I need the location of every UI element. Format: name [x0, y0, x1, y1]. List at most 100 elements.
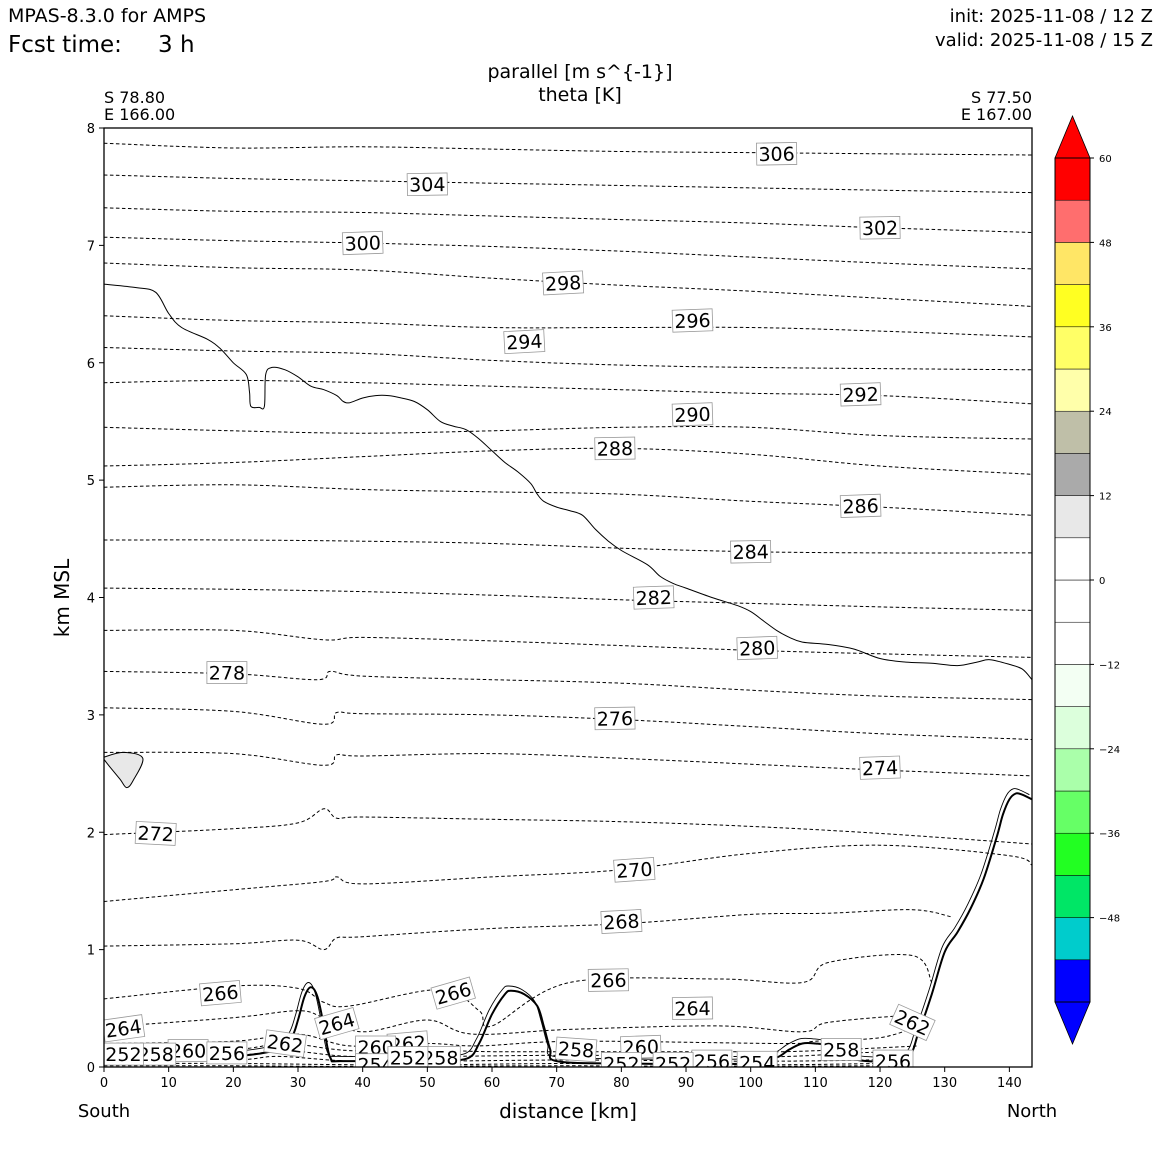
contour-label-text: 252 [603, 1054, 639, 1076]
x-tick-label: 80 [613, 1076, 630, 1091]
theta-contour-270 [104, 844, 1032, 902]
contour-label: 258 [419, 1046, 461, 1067]
left-lon: E 166.00 [104, 105, 175, 124]
contour-label-text: 266 [590, 970, 627, 993]
contour-label: 254 [355, 1053, 397, 1077]
colorbar: 60 48 36 24 12 0 −12 −24 −36 −48 [1054, 114, 1120, 1046]
north-label: North [1007, 1101, 1057, 1122]
theta-contour-276 [104, 707, 1032, 740]
colorbar-bin [1054, 832, 1091, 876]
colorbar-tick-label: 60 [1099, 154, 1112, 165]
contour-label: 306 [756, 142, 798, 166]
contour-label: 302 [859, 216, 901, 240]
x-tick-label: 130 [932, 1076, 957, 1091]
x-tick-label: 100 [738, 1076, 763, 1091]
x-tick-label: 140 [997, 1076, 1022, 1091]
valid-time: valid: 2025-11-08 / 15 Z [935, 30, 1153, 51]
right-lon: E 167.00 [961, 105, 1032, 124]
x-tick-label: 0 [100, 1076, 108, 1091]
contour-label-text: 282 [635, 587, 672, 610]
colorbar-bin [1054, 410, 1091, 454]
contour-label: 254 [736, 1050, 778, 1067]
contour-label: 252 [104, 1042, 144, 1066]
x-tick-label: 120 [868, 1076, 893, 1091]
theta-contour-296 [104, 315, 1032, 338]
contour-label-text: 260 [170, 1041, 206, 1063]
x-tick-label: 30 [290, 1076, 307, 1091]
contour-label: 266 [430, 976, 476, 1010]
theta-contour-292 [104, 379, 1032, 405]
x-tick-label: 110 [803, 1076, 828, 1091]
contour-label: 252 [387, 1046, 429, 1070]
contour-label-text: 288 [597, 438, 634, 461]
theta-contour-260 [104, 1042, 919, 1053]
theta-contour-256 [104, 1055, 906, 1063]
contour-label-text: 290 [674, 404, 711, 427]
contour-label: 294 [503, 329, 546, 355]
contour-label-text: 268 [603, 911, 640, 935]
theta-contour-272 [104, 808, 1032, 845]
contour-label: 304 [406, 172, 448, 197]
contour-label-text: 278 [209, 663, 245, 685]
plot-area: 306 304 302 300 298 296 294 292 290 288 286 284 282 2… [104, 142, 1032, 1077]
wind-layer [104, 283, 1032, 789]
contour-label-text: 300 [344, 232, 381, 255]
contour-label-text: 280 [739, 637, 776, 660]
contour-label: 270 [613, 857, 656, 883]
theta-contour-304 [104, 174, 1032, 194]
left-lat: S 78.80 [104, 88, 165, 107]
wind-zero-contour [104, 283, 1032, 681]
colorbar-bin [1054, 748, 1091, 792]
contour-label-text: 274 [862, 757, 899, 780]
contour-label-text: 266 [433, 978, 474, 1009]
contour-label: 258 [554, 1036, 598, 1063]
colorbar-bin [1054, 917, 1091, 961]
init-time: init: 2025-11-08 / 12 Z [950, 6, 1153, 27]
contour-label: 284 [730, 539, 772, 564]
theta-contour-280 [104, 629, 1032, 658]
contour-label-text: 256 [875, 1051, 911, 1073]
contour-label-text: 252 [390, 1048, 426, 1070]
colorbar-tick-label: 36 [1099, 323, 1112, 334]
colorbar-bin [1054, 284, 1091, 328]
right-lat: S 77.50 [971, 88, 1032, 107]
x-tick-label: 90 [678, 1076, 695, 1091]
contour-label: 276 [594, 706, 636, 731]
contour-label-text: 272 [137, 822, 174, 846]
colorbar-bin [1054, 495, 1091, 539]
contour-label-text: 266 [201, 982, 239, 1007]
contour-label: 256 [872, 1049, 914, 1073]
colorbar-bin [1054, 453, 1091, 496]
contour-label-text: 258 [823, 1039, 859, 1061]
colorbar-tick-label: 24 [1099, 407, 1112, 418]
contour-label: 274 [859, 755, 901, 780]
contour-label-text: 286 [842, 495, 879, 518]
contour-label-text: 256 [694, 1051, 730, 1073]
theta-contour-258 [104, 1050, 906, 1058]
contour-label: 266 [587, 968, 629, 993]
y-tick-label: 8 [87, 122, 95, 137]
contour-label-text: 254 [357, 1055, 393, 1077]
contour-label-text: 262 [265, 1031, 304, 1058]
y-tick-label: 6 [87, 357, 95, 372]
y-axis-label: km MSL [50, 558, 74, 637]
contour-label-text: 252 [655, 1054, 691, 1076]
contour-label: 286 [839, 493, 882, 519]
contour-label: 252 [601, 1052, 642, 1076]
colorbar-bin [1054, 537, 1091, 581]
theta-contour-284 [104, 539, 1032, 554]
x-tick-label: 20 [225, 1076, 242, 1091]
contour-label-text: 306 [758, 143, 795, 166]
colorbar-extend-top [1054, 114, 1091, 159]
theta-contour-266 [104, 954, 933, 1028]
contour-label: 290 [671, 402, 714, 427]
colorbar-bin [1054, 706, 1091, 750]
contour-label-text: 252 [105, 1044, 141, 1066]
contour-label-text: 264 [317, 1009, 358, 1040]
contour-label: 256 [206, 1041, 248, 1065]
x-tick-label: 40 [354, 1076, 371, 1091]
contour-label: 282 [632, 585, 675, 610]
colorbar-tick-label: 0 [1099, 576, 1105, 587]
chart-title: parallel [m s^{-1}] [487, 61, 672, 83]
